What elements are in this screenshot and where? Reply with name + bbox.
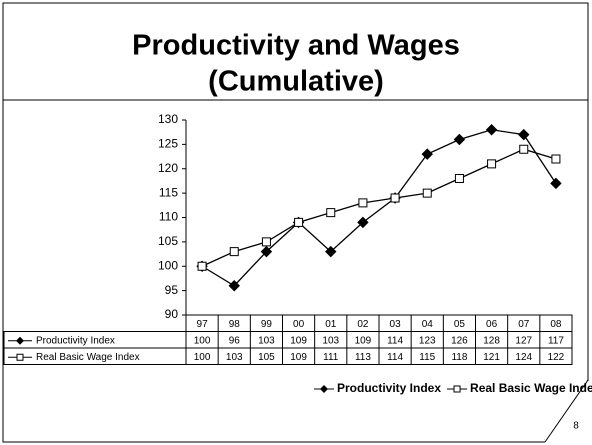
y-tick-label: 120 [158,161,178,175]
page-curl-edge [544,379,589,443]
table-row-label: Real Basic Wage Index [36,352,140,363]
table-cell: 126 [451,335,468,346]
data-point [229,247,239,257]
data-point [421,148,433,160]
table-cell: 117 [548,335,564,346]
data-point [422,188,432,198]
corner-mask [545,381,589,443]
y-tick-label: 130 [158,112,178,126]
legend-marker [453,385,461,393]
x-tick-label: 00 [293,319,305,330]
data-point [454,174,464,183]
table-cell: 115 [419,352,435,363]
y-tick-label: 115 [159,185,178,199]
x-tick-label: 02 [357,319,369,330]
data-point [390,193,400,203]
series-line [201,148,557,267]
table-cell: 127 [515,335,532,346]
legend-label: Productivity Index [337,381,441,395]
x-tick-label: 98 [229,319,241,330]
series-line [201,129,557,287]
y-tick-label: 110 [159,210,178,224]
data-point [358,198,368,208]
table-cell: 96 [229,335,241,346]
x-tick-label: 07 [518,319,530,330]
data-point [294,217,304,227]
data-point [485,124,498,136]
data-point [197,261,207,271]
data-point [325,245,337,258]
y-tick-label: 95 [165,283,179,297]
data-point [260,245,273,258]
table-cell: 128 [483,335,500,346]
x-tick-label: 97 [197,319,209,330]
data-point [550,177,562,190]
data-point [357,216,369,229]
table-cell: 118 [451,352,467,363]
y-tick-label: 105 [158,234,178,248]
table-legend-marker [16,353,24,361]
table-cell: 114 [387,335,403,346]
table-cell: 103 [226,352,243,363]
table-cell: 100 [194,335,211,346]
data-point [453,133,466,146]
table-cell: 122 [548,352,565,363]
x-tick-label: 01 [325,319,337,330]
y-tick-label: 90 [165,307,179,321]
y-tick-label: 100 [158,258,178,272]
data-point [518,128,530,141]
slide-number: 8 [573,421,579,432]
legend-marker [320,385,328,393]
table-cell: 109 [290,335,307,346]
table-cell: 105 [258,352,275,363]
x-tick-label: 03 [390,319,402,330]
table-cell: 103 [322,335,339,346]
table-row-label: Productivity Index [36,335,115,346]
table-cell: 109 [290,352,307,363]
table-cell: 113 [355,352,371,363]
table-cell: 114 [387,352,403,363]
table-legend-marker [16,336,24,345]
x-tick-label: 05 [454,319,466,330]
chart-title: Productivity and Wages [132,30,460,62]
chart-subtitle: (Cumulative) [208,66,384,98]
x-tick-label: 06 [486,319,498,330]
legend-label: Real Basic Wage Index [470,381,592,395]
x-tick-label: 08 [550,319,562,330]
table-cell: 111 [323,352,339,363]
table-cell: 121 [483,352,500,363]
data-point [261,237,271,247]
data-point [551,154,561,164]
data-point [228,280,240,292]
table-cell: 100 [194,352,211,363]
x-tick-label: 04 [422,319,434,330]
data-point [519,144,529,154]
table-cell: 123 [419,335,436,346]
table-cell: 109 [355,335,372,346]
data-point [487,159,497,169]
x-tick-label: 99 [261,319,273,330]
table-cell: 103 [258,335,275,346]
data-point [326,208,336,218]
table-cell: 124 [515,352,532,363]
y-tick-label: 125 [158,137,178,151]
